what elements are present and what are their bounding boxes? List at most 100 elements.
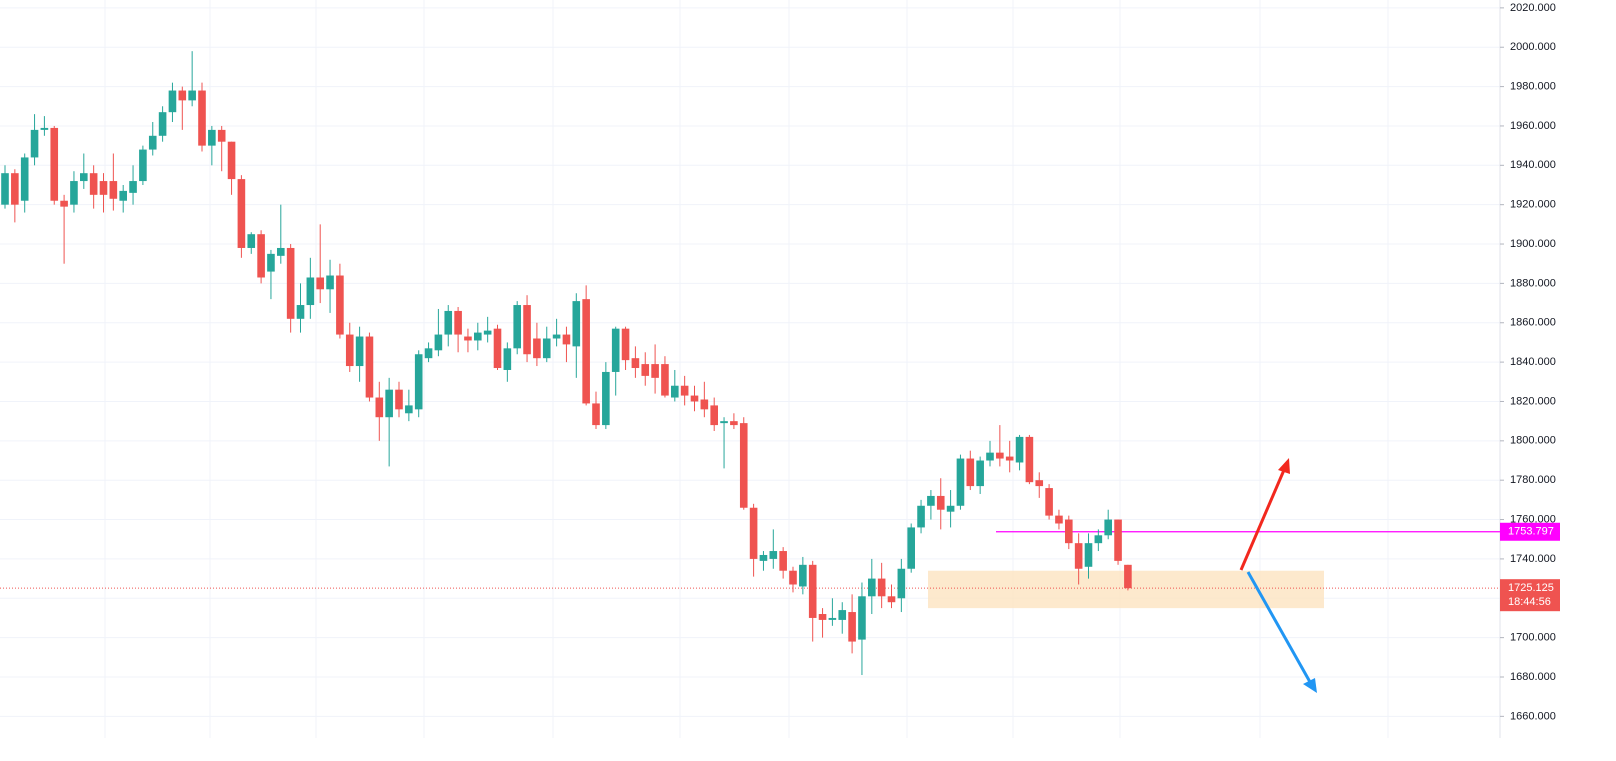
candle-body [936,495,945,510]
candle-body [444,310,453,335]
candle-body [868,578,876,597]
candle-body [1084,543,1093,567]
y-tick-label: 1700.000 [1510,632,1556,644]
candle-body [306,277,315,306]
candle-body [769,551,778,559]
candle-body [119,190,127,201]
candle-body [690,395,699,402]
current-price-tag [1500,579,1560,612]
candle-body [178,90,187,101]
countdown-label: 18:44:56 [1508,596,1551,608]
candle-body [710,405,718,426]
candle-body [700,399,709,410]
candle-body [1,173,9,205]
candle-body [1035,480,1044,487]
candle-body [651,364,659,378]
price-line-label: 1753.797 [1508,526,1554,538]
candle-body [11,173,19,205]
candle-body [395,389,403,410]
candle-body [1124,564,1132,589]
candle-body [198,90,206,146]
candle-body [621,328,630,361]
candle-body [345,334,354,367]
candle-body [454,310,462,335]
candle-body [40,127,49,130]
y-tick-label: 1920.000 [1510,199,1556,211]
candle-body [50,127,59,201]
candle-body [996,452,1004,459]
candle-body [316,277,324,290]
candle-body [897,568,906,599]
candle-body [828,617,837,620]
y-tick-label: 1660.000 [1510,710,1556,722]
candle-body [139,149,147,182]
candle-body [808,564,817,618]
candle-body [562,334,571,345]
candle-body [631,358,640,369]
candle-body [129,181,137,193]
candle-body [720,421,728,424]
y-tick-label: 2000.000 [1510,41,1556,53]
candle-body [779,551,787,571]
y-tick-label: 1840.000 [1510,356,1556,368]
candle-body [474,332,482,341]
candle-body [80,173,88,182]
candle-body [927,495,935,506]
candle-body [552,334,561,339]
candle-body [109,181,118,199]
arrow-up [1239,469,1286,571]
candle-body [355,336,364,367]
candle-body [60,200,68,207]
candle-body [326,275,334,290]
candle-body [148,135,157,150]
candle-body [158,112,167,136]
candle-body [336,275,344,335]
candle-body [858,596,866,640]
candle-body [946,505,955,512]
y-tick-label: 1780.000 [1510,474,1556,486]
candle-body [602,371,610,426]
candle-body [848,612,856,642]
candle-body [759,554,768,561]
grid [0,0,1500,738]
candle-body [434,334,443,351]
candle-body [877,578,886,597]
arrow-down [1246,571,1312,683]
candle-body [385,389,393,418]
candle-body [1094,535,1103,544]
candle-body [89,173,98,195]
candle-body [749,507,758,559]
candle-body [523,305,531,355]
candle-body [188,90,196,101]
candle-body [70,181,78,205]
candle-body [641,364,650,376]
candle-body [277,247,285,256]
candle-body [424,348,433,359]
candle-body [533,338,541,359]
candle-body [542,338,551,359]
candle-body [592,403,600,426]
candle-body [365,336,374,398]
candle-body [680,385,689,396]
y-tick-label: 1680.000 [1510,671,1556,683]
candle-body [99,181,108,195]
candle-body [739,423,748,508]
candle-body [286,247,295,319]
y-tick-label: 1800.000 [1510,435,1556,447]
candle-body [1074,543,1083,569]
y-tick-label: 1980.000 [1510,80,1556,92]
candle-body [1104,519,1112,536]
y-tick-label: 2020.000 [1510,2,1556,14]
arrow-down-head [1303,678,1317,693]
candle-body [168,90,177,113]
candle-body [1055,515,1063,524]
candle-body [208,129,216,146]
candle-body [1045,488,1053,516]
y-tick-label: 1740.000 [1510,553,1556,565]
candle-body [611,328,620,372]
candle-body [1015,436,1024,463]
candle-body [887,596,896,603]
